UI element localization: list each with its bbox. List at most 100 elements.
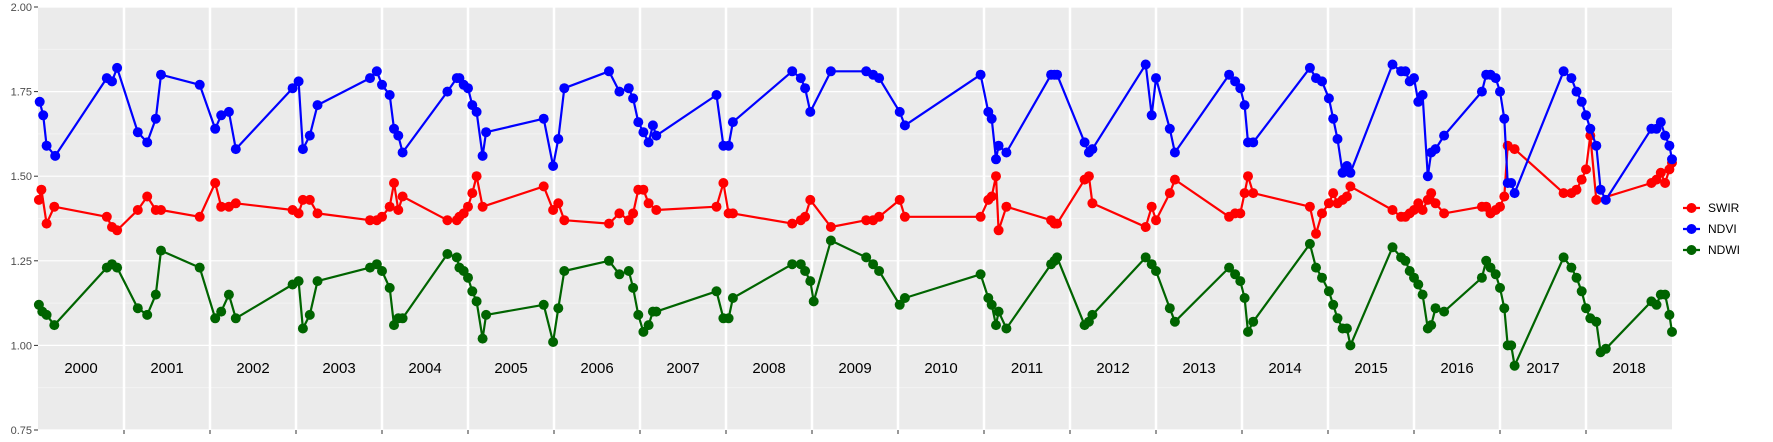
data-point-ndvi: [623, 83, 634, 94]
data-point-ndvi: [38, 110, 49, 121]
data-point-swir: [1660, 178, 1671, 188]
data-point-ndwi: [210, 313, 221, 324]
data-point-ndwi: [1323, 286, 1334, 297]
data-point-ndwi: [711, 286, 722, 297]
data-point-ndwi: [633, 309, 644, 320]
data-point-ndvi: [711, 90, 722, 100]
data-point-swir: [1243, 171, 1253, 182]
series-lines: [33, 59, 1677, 371]
data-point-ndwi: [1087, 309, 1098, 320]
data-point-swir: [1083, 171, 1094, 182]
data-point-ndvi: [1304, 62, 1315, 73]
data-point-ndvi: [1439, 130, 1450, 141]
data-point-ndwi: [304, 309, 315, 320]
data-point-ndvi: [1317, 76, 1327, 87]
data-point-swir: [1345, 181, 1356, 192]
data-point-ndvi: [1235, 83, 1246, 94]
data-point-swir: [1558, 188, 1569, 199]
data-point-swir: [1001, 201, 1012, 212]
data-point-ndwi: [312, 276, 323, 287]
data-point-ndwi: [894, 299, 905, 310]
legend-label-ndvi: NDVI: [1708, 222, 1737, 236]
data-point-ndvi: [1660, 130, 1671, 141]
data-point-ndvi: [548, 161, 559, 171]
data-point-ndwi: [1235, 276, 1246, 287]
year-label: 2006: [580, 360, 613, 377]
data-point-ndvi: [112, 62, 123, 73]
data-point-swir: [899, 211, 910, 222]
year-label: 2017: [1526, 360, 1559, 377]
year-label: 2018: [1612, 360, 1645, 377]
data-point-ndwi: [442, 249, 453, 259]
data-point-ndwi: [825, 235, 836, 246]
data-point-ndvi: [643, 137, 654, 148]
data-point-swir: [393, 205, 404, 215]
data-point-ndvi: [1655, 117, 1666, 128]
data-point-swir: [993, 225, 1004, 236]
data-point-ndvi: [1151, 73, 1161, 84]
data-point-swir: [874, 211, 885, 222]
data-point-ndvi: [481, 127, 492, 138]
data-point-ndwi: [1495, 282, 1505, 293]
data-point-ndwi: [471, 296, 482, 307]
data-point-ndvi: [1476, 86, 1487, 97]
data-point-ndwi: [41, 309, 52, 320]
data-point-swir: [216, 201, 227, 212]
data-point-ndwi: [808, 296, 819, 307]
y-tick-label: 0.75: [11, 425, 32, 437]
data-point-ndvi: [1495, 86, 1505, 97]
data-point-ndwi: [1430, 303, 1441, 314]
data-point-ndvi: [1571, 86, 1582, 97]
data-point-ndwi: [223, 289, 234, 300]
data-point-ndvi: [795, 73, 806, 84]
data-point-ndvi: [1490, 73, 1501, 84]
year-label: 2007: [666, 360, 699, 377]
data-point-ndwi: [623, 266, 634, 276]
legend: SWIR NDVI NDWI: [1683, 201, 1740, 257]
data-point-ndvi: [297, 144, 308, 155]
data-point-swir: [142, 191, 153, 202]
data-point-ndwi: [727, 293, 738, 303]
data-point-ndwi: [1664, 309, 1675, 320]
data-point-ndvi: [1169, 147, 1180, 158]
year-label: 2009: [838, 360, 871, 377]
data-point-ndvi: [894, 106, 905, 117]
data-point-ndvi: [975, 69, 986, 80]
data-point-swir: [312, 208, 323, 219]
data-point-ndwi: [451, 252, 462, 263]
data-point-ndvi: [194, 79, 205, 90]
data-point-ndvi: [34, 96, 45, 107]
data-point-ndwi: [1439, 306, 1450, 317]
legend-key-swir: [1686, 203, 1697, 213]
data-point-ndvi: [1595, 184, 1606, 195]
data-point-ndvi: [312, 100, 323, 111]
data-point-swir: [1052, 218, 1063, 229]
data-point-ndvi: [156, 69, 166, 80]
data-point-ndvi: [1230, 76, 1241, 87]
data-point-ndvi: [787, 66, 798, 77]
data-point-ndwi: [1164, 303, 1175, 314]
data-point-swir: [36, 184, 47, 195]
data-point-ndvi: [1499, 113, 1510, 124]
data-point-ndwi: [1509, 360, 1520, 371]
data-point-swir: [643, 198, 654, 209]
data-point-swir: [1571, 184, 1582, 195]
data-point-ndvi: [1001, 147, 1012, 158]
series-line-swir: [37, 134, 1674, 235]
data-point-ndvi: [538, 113, 549, 124]
data-point-ndwi: [150, 289, 161, 300]
year-label: 2010: [924, 360, 957, 377]
data-point-ndwi: [538, 299, 549, 310]
data-point-ndwi: [1558, 252, 1569, 263]
data-point-ndvi: [1409, 73, 1419, 84]
data-point-ndvi: [805, 106, 816, 117]
data-point-ndvi: [41, 140, 52, 151]
data-point-swir: [41, 218, 52, 229]
data-point-ndvi: [1140, 59, 1151, 70]
data-point-ndwi: [1230, 269, 1241, 280]
data-point-ndvi: [1345, 167, 1356, 178]
data-point-ndwi: [1476, 272, 1487, 283]
data-point-ndwi: [132, 303, 143, 314]
data-point-ndwi: [1499, 303, 1510, 314]
data-point-ndvi: [384, 90, 395, 100]
